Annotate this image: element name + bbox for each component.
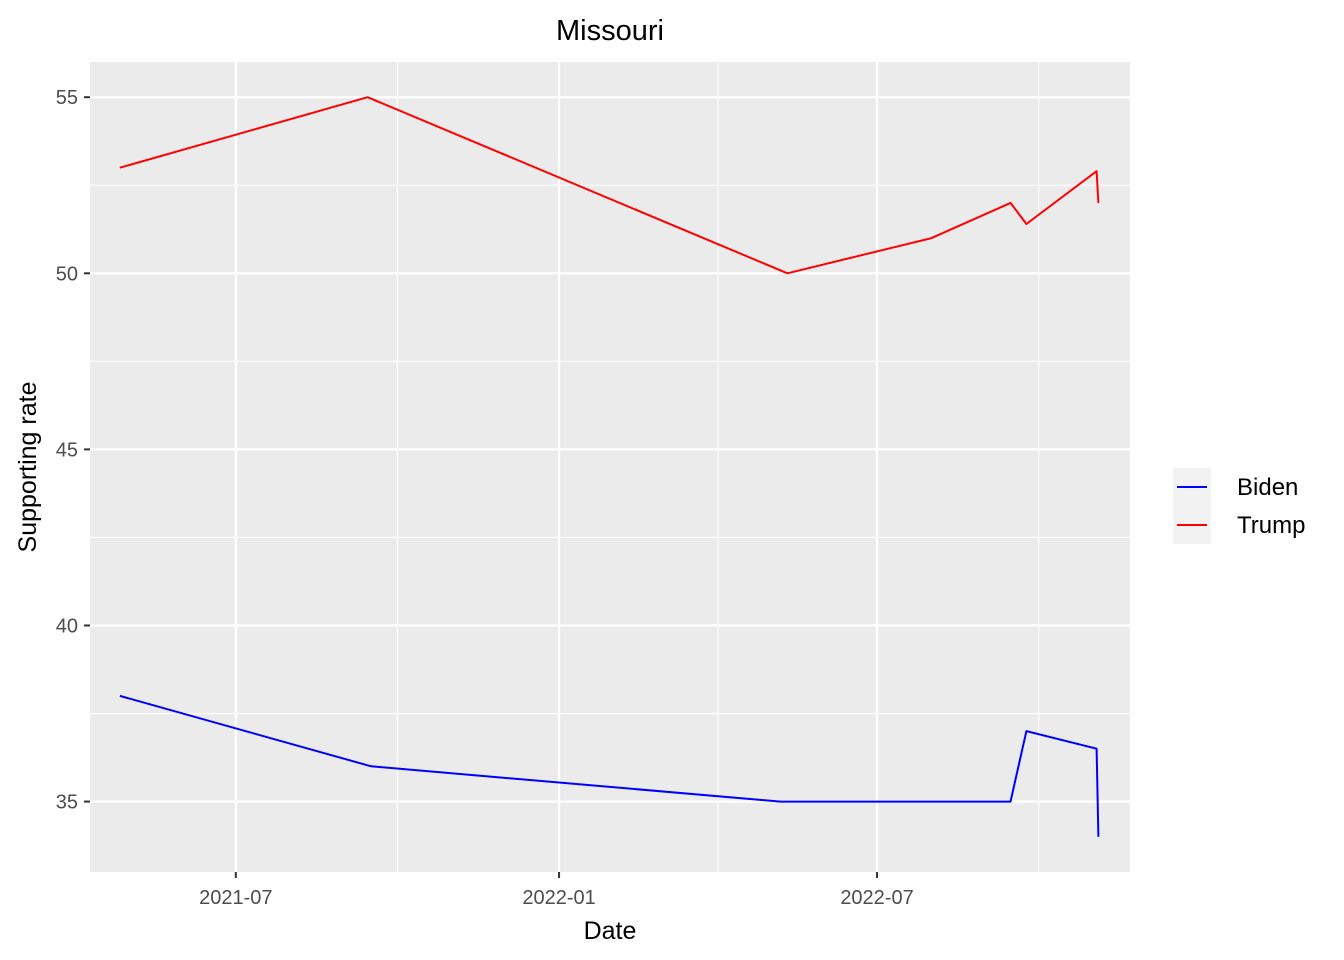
x-axis-title: Date	[584, 917, 637, 945]
legend-label-biden: Biden	[1237, 474, 1298, 501]
grid-minor	[90, 62, 1130, 872]
x-tick-label: 2022-01	[522, 887, 595, 909]
series-line-biden	[119, 694, 1100, 837]
series-layer	[119, 96, 1100, 837]
y-tick-label: 50	[56, 263, 78, 285]
plot-background	[90, 62, 1130, 872]
y-tick-label: 55	[56, 87, 78, 109]
legend-label-trump: Trump	[1237, 512, 1305, 539]
grid-major	[90, 62, 1130, 872]
y-tick-label: 35	[56, 792, 78, 814]
chart-title: Missouri	[556, 15, 664, 47]
x-axis: 2021-07 2022-01 2022-07	[199, 872, 914, 909]
y-axis: 35 40 45 50 55	[56, 87, 90, 814]
x-tick-label: 2021-07	[199, 887, 272, 909]
y-tick-label: 40	[56, 615, 78, 637]
y-axis-title: Supporting rate	[14, 382, 42, 553]
legend-key-background	[1173, 468, 1211, 544]
legend: Biden Trump	[1173, 468, 1305, 544]
y-tick-label: 45	[56, 439, 78, 461]
x-tick-label: 2022-07	[840, 887, 913, 909]
series-line-trump	[119, 96, 1100, 275]
